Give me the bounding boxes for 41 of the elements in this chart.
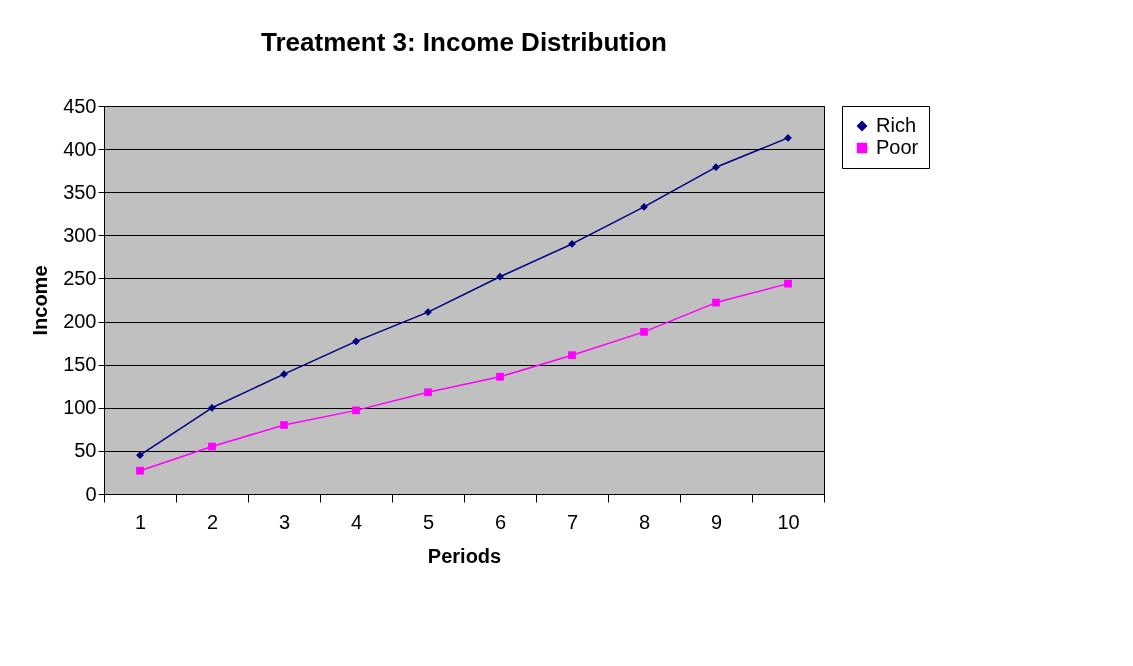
x-tick-label: 4 [350, 510, 363, 533]
x-tick-label: 2 [206, 510, 219, 533]
point [568, 351, 576, 360]
y-tick-label: 350 [63, 180, 97, 203]
x-tick-label: 3 [278, 510, 291, 533]
point [496, 272, 504, 281]
point [208, 403, 216, 412]
y-tick-label: 150 [63, 353, 97, 376]
point [712, 298, 720, 307]
y-tick-label: 200 [63, 310, 97, 333]
y-tick-label: 300 [63, 223, 97, 246]
point [136, 451, 144, 460]
y-tick-label: 100 [63, 396, 97, 419]
y-tick-label: 400 [63, 137, 97, 160]
x-tick-label: 1 [134, 510, 147, 533]
chart-title: Treatment 3: Income Distribution [261, 27, 667, 57]
y-tick-label: 450 [63, 94, 97, 117]
x-axis-title: Periods [427, 544, 502, 567]
point [352, 337, 360, 346]
legend-label: Poor [876, 136, 919, 158]
y-tick-label: 250 [63, 266, 97, 289]
x-tick-label: 8 [638, 510, 651, 533]
point [496, 372, 504, 381]
point [712, 163, 720, 172]
x-tick-label: 7 [566, 510, 579, 533]
x-tick-label: 9 [710, 510, 723, 533]
point [424, 388, 432, 397]
y-axis-title: Income [29, 265, 52, 336]
y-tick-label: 0 [85, 482, 97, 505]
y-tick-label: 50 [74, 439, 97, 462]
x-tick-label: 6 [494, 510, 507, 533]
point [280, 370, 288, 379]
legend-label: Rich [876, 114, 917, 136]
x-tick-label: 10 [777, 510, 800, 533]
point [208, 442, 216, 451]
x-tick-label: 5 [422, 510, 435, 533]
point [280, 421, 288, 429]
point [136, 466, 144, 475]
point [784, 279, 792, 288]
point [352, 406, 360, 415]
point [640, 328, 648, 336]
